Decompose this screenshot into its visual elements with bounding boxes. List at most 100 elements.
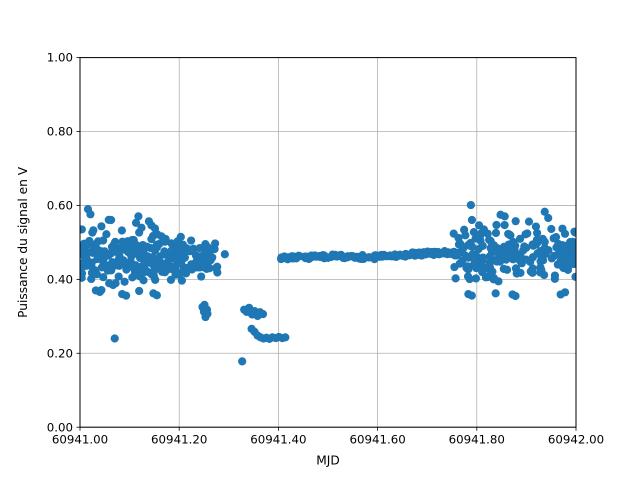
- data-point: [571, 272, 576, 281]
- data-point: [515, 255, 524, 265]
- x-tick-label: 60942.00: [548, 433, 604, 447]
- data-point: [135, 264, 144, 273]
- x-axis-label: MJD: [316, 454, 340, 468]
- data-point: [89, 226, 98, 235]
- data-point: [470, 257, 480, 266]
- data-point: [93, 254, 102, 264]
- data-point: [502, 265, 512, 274]
- data-point: [171, 254, 181, 264]
- data-point: [485, 263, 495, 272]
- data-point: [449, 229, 458, 238]
- data-point: [202, 305, 212, 314]
- data-point: [97, 222, 106, 231]
- data-point: [125, 245, 134, 254]
- data-point: [120, 277, 129, 286]
- y-tick-label: 0.00: [47, 420, 73, 434]
- data-point: [463, 272, 473, 281]
- data-point: [211, 239, 220, 248]
- data-point: [533, 249, 542, 258]
- data-point: [81, 241, 90, 250]
- data-point: [117, 226, 126, 235]
- data-point: [563, 265, 573, 274]
- data-point: [481, 273, 490, 282]
- x-tick-label: 60941.40: [250, 433, 306, 447]
- data-point: [292, 254, 301, 263]
- data-point: [186, 245, 195, 254]
- data-point: [415, 250, 424, 260]
- data-point: [167, 246, 176, 255]
- data-point: [92, 270, 102, 279]
- data-point: [386, 251, 395, 260]
- data-point: [515, 234, 525, 243]
- data-point: [511, 291, 520, 301]
- data-point: [167, 239, 176, 248]
- data-point: [478, 256, 487, 265]
- data-point: [110, 334, 119, 343]
- data-point: [318, 252, 327, 262]
- y-tick-label: 1.00: [47, 51, 73, 65]
- data-point: [520, 242, 529, 251]
- data-point: [523, 229, 532, 238]
- data-point: [99, 236, 108, 245]
- data-point: [521, 255, 531, 264]
- data-point: [463, 241, 472, 250]
- data-point: [180, 264, 189, 274]
- data-point: [500, 220, 509, 230]
- axes-frame: [79, 57, 577, 428]
- data-point: [467, 215, 477, 225]
- data-point: [476, 231, 485, 240]
- data-point: [147, 221, 156, 230]
- data-point: [86, 210, 95, 219]
- data-point: [171, 266, 180, 275]
- data-point: [165, 255, 174, 264]
- data-point: [80, 258, 88, 267]
- data-point: [503, 243, 512, 252]
- y-axis-ticks: 0.00 0.20 0.40 0.60 0.80 1.00: [47, 51, 80, 434]
- data-point: [131, 218, 141, 227]
- data-point: [467, 291, 476, 300]
- data-point: [197, 254, 206, 263]
- data-point: [570, 227, 576, 236]
- data-point: [376, 251, 385, 261]
- x-tick-label: 60941.20: [151, 433, 207, 447]
- data-point: [559, 241, 569, 250]
- data-point: [462, 264, 471, 273]
- x-axis-ticks: 60941.00 60941.20 60941.40 60941.60 60941.80…: [52, 427, 604, 447]
- data-points: [80, 200, 576, 366]
- data-point: [80, 273, 86, 282]
- data-point: [540, 207, 549, 216]
- data-point: [258, 310, 268, 319]
- data-point: [461, 231, 470, 240]
- data-point: [466, 200, 475, 210]
- data-point: [144, 258, 154, 267]
- data-point: [134, 212, 143, 221]
- data-point: [150, 246, 160, 255]
- data-point: [471, 274, 481, 283]
- data-point: [558, 224, 567, 233]
- data-point: [526, 267, 535, 276]
- data-point: [568, 237, 576, 246]
- data-point: [95, 287, 104, 297]
- data-point: [453, 250, 462, 259]
- data-point: [114, 272, 123, 281]
- data-point: [564, 257, 573, 266]
- data-point: [492, 220, 501, 230]
- data-point: [161, 234, 170, 244]
- data-point: [491, 228, 501, 238]
- data-point: [143, 242, 152, 251]
- data-point: [502, 251, 511, 260]
- data-point: [569, 252, 576, 261]
- data-point: [205, 264, 214, 273]
- data-point: [187, 236, 196, 245]
- data-point: [153, 230, 162, 239]
- data-point: [551, 233, 561, 242]
- data-point: [491, 289, 500, 298]
- data-point: [394, 251, 403, 260]
- data-point: [80, 225, 86, 234]
- data-point: [173, 237, 182, 246]
- data-point: [156, 264, 165, 273]
- data-point: [540, 237, 549, 246]
- data-point: [281, 333, 290, 342]
